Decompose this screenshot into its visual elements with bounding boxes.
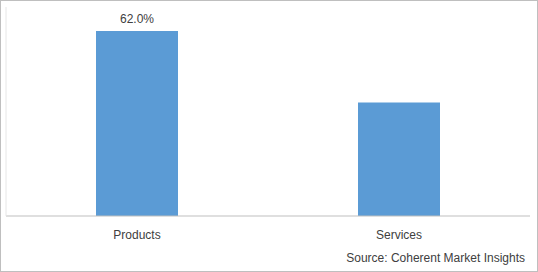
svg-text:Products: Products: [113, 228, 160, 242]
svg-text:62.0%: 62.0%: [120, 12, 154, 26]
svg-text:Services: Services: [376, 228, 422, 242]
html-text:Source: Coherent Market Insigh: Source: Coherent Market Insights: [346, 251, 525, 265]
